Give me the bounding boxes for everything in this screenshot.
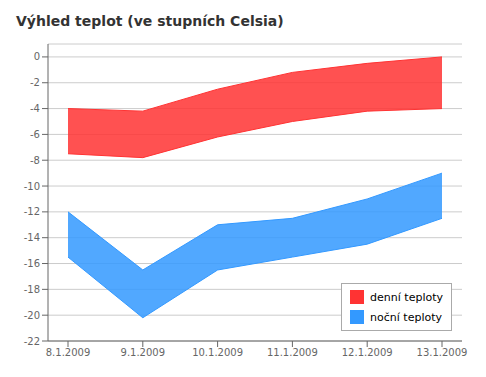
svg-text:13.1.2009: 13.1.2009	[417, 347, 468, 358]
svg-text:12.1.2009: 12.1.2009	[342, 347, 393, 358]
svg-text:-22: -22	[24, 336, 40, 347]
svg-text:-14: -14	[24, 232, 40, 243]
html-text:Výhled teplot (ve stupních Cel: Výhled teplot (ve stupních Celsia)	[16, 13, 284, 29]
svg-text:-18: -18	[24, 284, 40, 295]
svg-text:-10: -10	[24, 181, 40, 192]
svg-text:8.1.2009: 8.1.2009	[46, 347, 91, 358]
svg-text:-20: -20	[24, 310, 40, 321]
svg-text:9.1.2009: 9.1.2009	[121, 347, 166, 358]
html-text:noční teploty: noční teploty	[370, 310, 442, 324]
html-text:denní teploty: denní teploty	[370, 290, 443, 304]
svg-text:-8: -8	[30, 155, 40, 166]
svg-text:0: 0	[34, 51, 40, 62]
svg-text:11.1.2009: 11.1.2009	[267, 347, 318, 358]
svg-text:-16: -16	[24, 258, 40, 269]
svg-text:-4: -4	[30, 103, 40, 114]
svg-text:-6: -6	[30, 129, 40, 140]
svg-text:-12: -12	[24, 206, 40, 217]
svg-text:-2: -2	[30, 77, 40, 88]
svg-text:10.1.2009: 10.1.2009	[192, 347, 243, 358]
